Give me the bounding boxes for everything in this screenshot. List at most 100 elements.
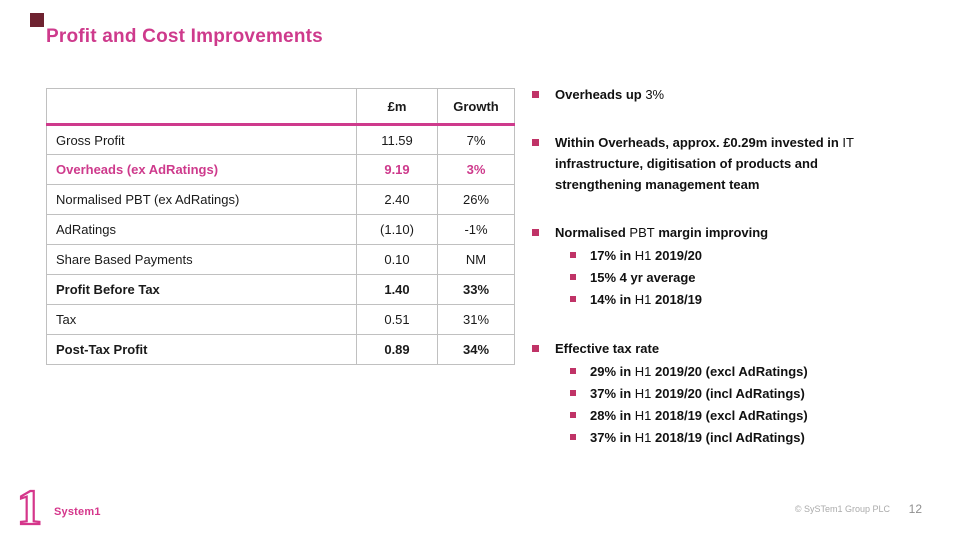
- sub-bullet-item: 28% in H1 2018/19 (excl AdRatings): [570, 405, 934, 427]
- row-value-growth: 7%: [437, 124, 515, 155]
- row-label: Gross Profit: [46, 124, 357, 155]
- bullet-text-segment: 2019/20 (excl AdRatings): [651, 364, 808, 379]
- bullet-text: Effective tax rate: [555, 338, 659, 359]
- slide-title: Profit and Cost Improvements: [46, 26, 323, 47]
- row-value-growth: NM: [437, 244, 515, 275]
- bullet-text-segment: H1: [634, 408, 652, 423]
- square-bullet-icon: [532, 91, 539, 98]
- table-row: Share Based Payments 0.10 NM: [46, 244, 515, 275]
- sub-bullet-item: 14% in H1 2018/19: [570, 289, 934, 311]
- row-value-gbp-m: 0.10: [356, 244, 438, 275]
- bullet-text-segment: 29% in: [590, 364, 635, 379]
- bullet-text-segment: 28% in: [590, 408, 635, 423]
- row-label: Overheads (ex AdRatings): [46, 154, 357, 185]
- sub-bullet-item: 37% in H1 2019/20 (incl AdRatings): [570, 383, 934, 405]
- square-bullet-icon: [532, 345, 539, 352]
- bullet-text-segment: margin improving: [654, 225, 769, 240]
- row-value-growth: -1%: [437, 214, 515, 245]
- row-value-gbp-m: 11.59: [356, 124, 438, 155]
- svg-text:1: 1: [17, 479, 42, 532]
- bullet-text-segment: H1: [634, 364, 652, 379]
- bullet-text-segment: H1: [634, 292, 652, 307]
- bullet-text-segment: Effective tax rate: [555, 341, 660, 356]
- bullet-text-segment: H1: [634, 248, 652, 263]
- bullet-text-segment: 17% in: [590, 248, 635, 263]
- row-value-gbp-m: 0.89: [356, 334, 438, 365]
- bullet-text-segment: 14% in: [590, 292, 635, 307]
- table-body: Gross Profit 11.59 7% Overheads (ex AdRa…: [46, 124, 515, 365]
- bullet-group: Within Overheads, approx. £0.29m investe…: [532, 132, 934, 195]
- bullet-item: Overheads up 3%: [532, 84, 934, 105]
- column-header-gbp-m: £m: [356, 88, 438, 126]
- square-bullet-icon: [532, 229, 539, 236]
- table-row: AdRatings (1.10) -1%: [46, 214, 515, 245]
- bullet-group: Overheads up 3%: [532, 84, 934, 105]
- square-bullet-icon: [570, 368, 576, 374]
- table-row: Tax 0.51 31%: [46, 304, 515, 335]
- sub-bullet-text: 29% in H1 2019/20 (excl AdRatings): [590, 361, 808, 383]
- bullet-text-segment: Overheads up: [555, 87, 646, 102]
- sub-bullet-text: 15% 4 yr average: [590, 267, 696, 289]
- row-label: Normalised PBT (ex AdRatings): [46, 184, 357, 215]
- sub-bullet-text: 28% in H1 2018/19 (excl AdRatings): [590, 405, 808, 427]
- table-row: Normalised PBT (ex AdRatings) 2.40 26%: [46, 184, 515, 215]
- bullet-item: Effective tax rate: [532, 338, 934, 359]
- bullet-text: Within Overheads, approx. £0.29m investe…: [555, 132, 900, 195]
- row-value-growth: 34%: [437, 334, 515, 365]
- bullet-text-segment: infrastructure, digitisation of products…: [555, 156, 818, 192]
- bullet-text-segment: H1: [634, 430, 652, 445]
- row-value-growth: 33%: [437, 274, 515, 305]
- bullet-text-segment: 37% in: [590, 386, 635, 401]
- bullet-text-segment: Within Overheads, approx. £0.29m investe…: [555, 135, 843, 150]
- company-logo: 1 System1: [14, 478, 101, 532]
- sub-bullet-list: 17% in H1 2019/20 15% 4 yr average 14% in …: [532, 245, 934, 311]
- bullet-text-segment: 3%: [645, 87, 665, 102]
- row-value-growth: 31%: [437, 304, 515, 335]
- sub-bullet-text: 37% in H1 2018/19 (incl AdRatings): [590, 427, 805, 449]
- row-value-gbp-m: 1.40: [356, 274, 438, 305]
- table-row: Profit Before Tax 1.40 33%: [46, 274, 515, 305]
- row-label: Share Based Payments: [46, 244, 357, 275]
- bullet-group: Normalised PBT margin improving 17% in H…: [532, 222, 934, 311]
- square-bullet-icon: [570, 434, 576, 440]
- bullet-text-segment: 15% 4 yr average: [590, 270, 696, 285]
- row-label: AdRatings: [46, 214, 357, 245]
- sub-bullet-item: 15% 4 yr average: [570, 267, 934, 289]
- row-value-gbp-m: 0.51: [356, 304, 438, 335]
- square-bullet-icon: [570, 274, 576, 280]
- column-header-blank: [46, 88, 357, 126]
- square-bullet-icon: [570, 252, 576, 258]
- sub-bullet-item: 37% in H1 2018/19 (incl AdRatings): [570, 427, 934, 449]
- bullet-text-segment: 2019/20: [651, 248, 703, 263]
- column-header-growth: Growth: [437, 88, 515, 126]
- row-label: Profit Before Tax: [46, 274, 357, 305]
- sub-bullet-list: 29% in H1 2019/20 (excl AdRatings) 37% in…: [532, 361, 934, 449]
- bullet-item: Normalised PBT margin improving: [532, 222, 934, 243]
- bullet-text-segment: Normalised: [555, 225, 630, 240]
- row-value-gbp-m: (1.10): [356, 214, 438, 245]
- bullet-text-segment: 2019/20 (incl AdRatings): [651, 386, 805, 401]
- table-row: Overheads (ex AdRatings) 9.19 3%: [46, 154, 515, 185]
- square-bullet-icon: [570, 296, 576, 302]
- logo-numeral-icon: 1: [16, 478, 43, 532]
- row-value-growth: 3%: [437, 154, 515, 185]
- footer-copyright: © SySTem1 Group PLC: [794, 504, 890, 514]
- bullet-text-segment: PBT: [629, 225, 655, 240]
- bullet-text-segment: 2018/19: [651, 292, 703, 307]
- bullet-group: Effective tax rate 29% in H1 2019/20 (ex…: [532, 338, 934, 449]
- bullet-text: Overheads up 3%: [555, 84, 664, 105]
- bullet-item: Within Overheads, approx. £0.29m investe…: [532, 132, 934, 195]
- page-number: 12: [908, 502, 922, 516]
- sub-bullet-item: 17% in H1 2019/20: [570, 245, 934, 267]
- logo-wordmark: System1: [54, 506, 101, 518]
- financials-table: £m Growth Gross Profit 11.59 7% Overhead…: [46, 88, 515, 365]
- row-label: Post-Tax Profit: [46, 334, 357, 365]
- brand-corner-square: [30, 13, 44, 27]
- bullet-text-segment: 2018/19 (excl AdRatings): [651, 408, 808, 423]
- square-bullet-icon: [570, 390, 576, 396]
- sub-bullet-item: 29% in H1 2019/20 (excl AdRatings): [570, 361, 934, 383]
- row-value-growth: 26%: [437, 184, 515, 215]
- commentary-panel: Overheads up 3% Within Overheads, approx…: [532, 84, 934, 476]
- bullet-text-segment: H1: [634, 386, 652, 401]
